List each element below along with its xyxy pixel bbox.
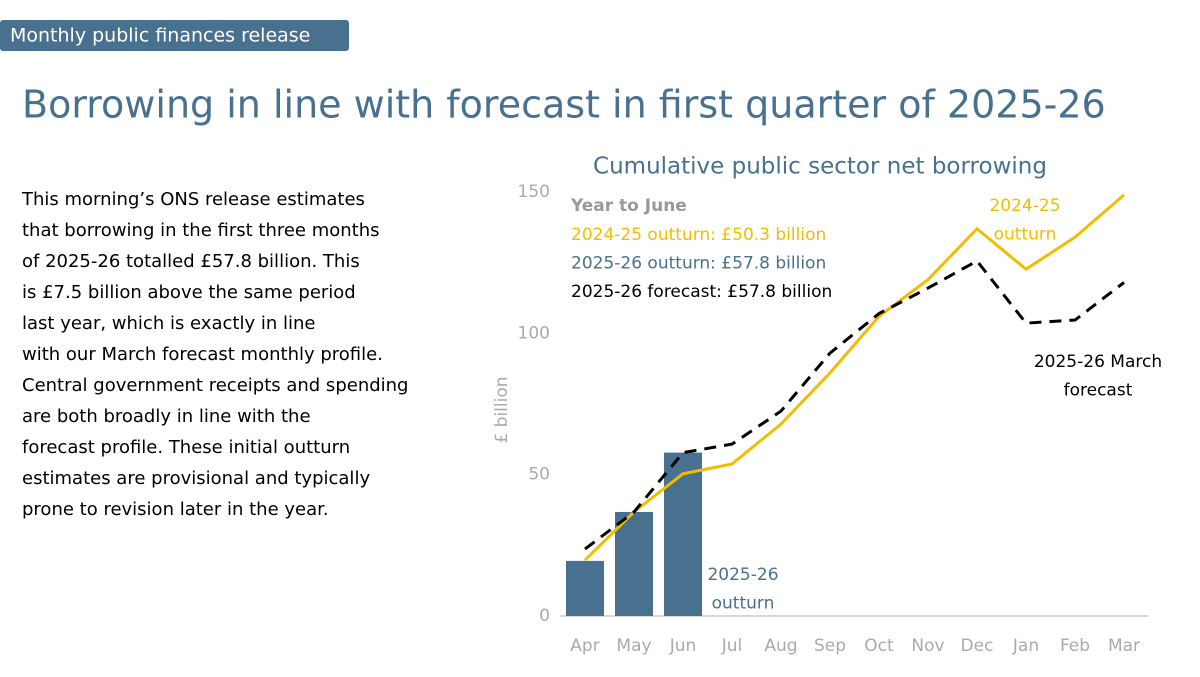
- y-tick-label: 150: [518, 182, 550, 202]
- chart-title: Cumulative public sector net borrowing: [593, 154, 1047, 180]
- y-tick-label: 50: [528, 465, 550, 485]
- legend-entry: 2025-26 forecast: £57.8 billion: [571, 282, 832, 302]
- title: Borrowing in line with forecast in first…: [22, 83, 1106, 127]
- annotation: outturn: [994, 225, 1057, 245]
- body-line: estimates are provisional and typically: [22, 468, 370, 489]
- x-tick-label: Apr: [570, 636, 599, 656]
- annotation: 2025-26 March: [1034, 352, 1162, 372]
- body-line: is £7.5 billion above the same period: [22, 282, 356, 303]
- header: Monthly public finances release: [10, 25, 310, 47]
- x-tick-label: Oct: [864, 636, 894, 656]
- annotation: forecast: [1064, 381, 1133, 401]
- body-line: that borrowing in the first three months: [22, 220, 380, 241]
- body-line: with our March forecast monthly profile.: [22, 344, 383, 365]
- body-line: Central government receipts and spending: [22, 375, 408, 396]
- bar: [664, 452, 702, 616]
- y-tick-label: 0: [539, 606, 550, 626]
- x-tick-label: Sep: [814, 636, 846, 656]
- x-tick-label: Aug: [764, 636, 797, 656]
- x-tick-label: Feb: [1060, 636, 1090, 656]
- body-line: forecast profile. These initial outturn: [22, 437, 350, 458]
- annotation: 2024-25: [989, 196, 1060, 216]
- header-badge: [0, 20, 349, 51]
- bar: [566, 560, 604, 616]
- x-tick-label: Nov: [911, 636, 944, 656]
- x-tick-label: Jul: [721, 636, 743, 656]
- body-line: are both broadly in line with the: [22, 406, 311, 427]
- line: [584, 259, 1125, 551]
- x-tick-label: Mar: [1108, 636, 1140, 656]
- y-tick-label: 100: [518, 323, 550, 343]
- y-axis-label: £ billion: [492, 376, 512, 443]
- bar: [615, 511, 653, 616]
- legend-title: Year to June: [570, 196, 687, 216]
- line: [583, 193, 1125, 562]
- legend-entry: 2024-25 outturn: £50.3 billion: [571, 225, 826, 245]
- x-tick-label: Dec: [961, 636, 994, 656]
- legend-entry: 2025-26 outturn: £57.8 billion: [571, 254, 826, 274]
- x-tick-label: Jan: [1012, 636, 1039, 656]
- x-tick-label: May: [616, 636, 651, 656]
- body-line: This morning’s ONS release estimates: [21, 189, 365, 210]
- body-line: of 2025-26 totalled £57.8 billion. This: [22, 251, 360, 272]
- annotation: 2025-26: [707, 565, 778, 585]
- body-line: prone to revision later in the year.: [22, 499, 329, 520]
- annotation: outturn: [712, 594, 775, 614]
- x-tick-label: Jun: [669, 636, 697, 656]
- body-line: last year, which is exactly in line: [22, 313, 315, 334]
